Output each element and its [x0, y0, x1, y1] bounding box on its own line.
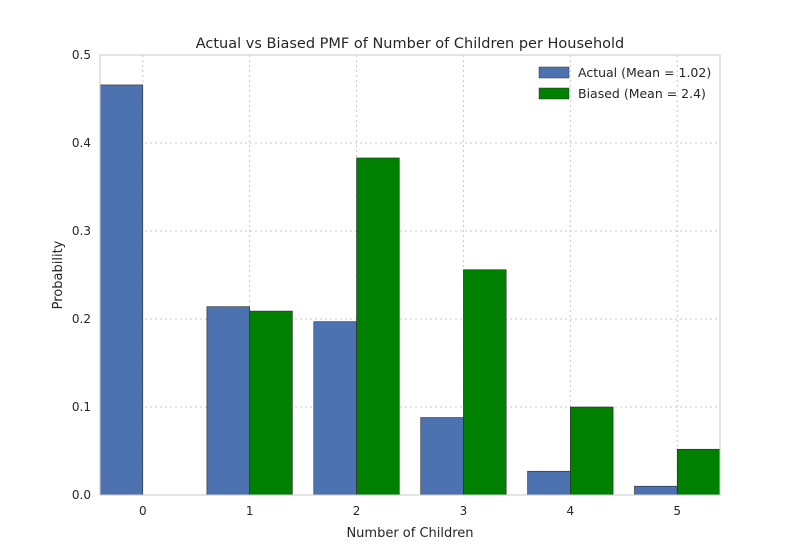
- bar-biased-5: [676, 448, 721, 496]
- y-axis-label: Probability: [51, 240, 66, 309]
- y-tick-label: 0.5: [72, 48, 91, 62]
- legend-swatch-biased: [538, 87, 570, 100]
- y-tick-label: 0.3: [72, 224, 91, 238]
- y-tick-label: 0.1: [72, 400, 91, 414]
- bar-biased-3: [463, 269, 507, 496]
- legend-label-biased: Biased (Mean = 2.4): [578, 86, 706, 101]
- plot-frame: [99, 54, 721, 496]
- bar-actual-4: [527, 470, 571, 496]
- grid: [100, 55, 720, 495]
- x-tick-label: 5: [673, 504, 681, 518]
- x-axis-label: Number of Children: [346, 526, 473, 541]
- bar-actual-3: [420, 417, 464, 496]
- ticks: 0.0 0.1 0.2 0.3 0.4 0.5 0 1 2 3 4 5: [72, 48, 681, 518]
- bar-actual-0: [99, 84, 144, 496]
- bar-biased-1: [249, 310, 293, 496]
- x-tick-label: 2: [353, 504, 361, 518]
- bar-actual-2: [313, 321, 357, 496]
- y-tick-label: 0.2: [72, 312, 91, 326]
- bar-actual-5: [634, 485, 678, 496]
- y-tick-label: 0.4: [72, 136, 91, 150]
- chart-title: Actual vs Biased PMF of Number of Childr…: [196, 36, 625, 52]
- legend-swatch-actual: [538, 66, 570, 79]
- legend-label-actual: Actual (Mean = 1.02): [578, 65, 711, 80]
- y-tick-label: 0.0: [72, 488, 91, 502]
- x-tick-label: 3: [460, 504, 468, 518]
- bar-actual-1: [206, 306, 250, 496]
- legend: Actual (Mean = 1.02) Biased (Mean = 2.4): [538, 65, 711, 101]
- x-tick-label: 1: [246, 504, 254, 518]
- bars: [99, 84, 721, 496]
- x-tick-label: 0: [139, 504, 147, 518]
- x-tick-label: 4: [567, 504, 575, 518]
- bar-biased-4: [570, 406, 614, 496]
- bar-biased-2: [356, 157, 400, 496]
